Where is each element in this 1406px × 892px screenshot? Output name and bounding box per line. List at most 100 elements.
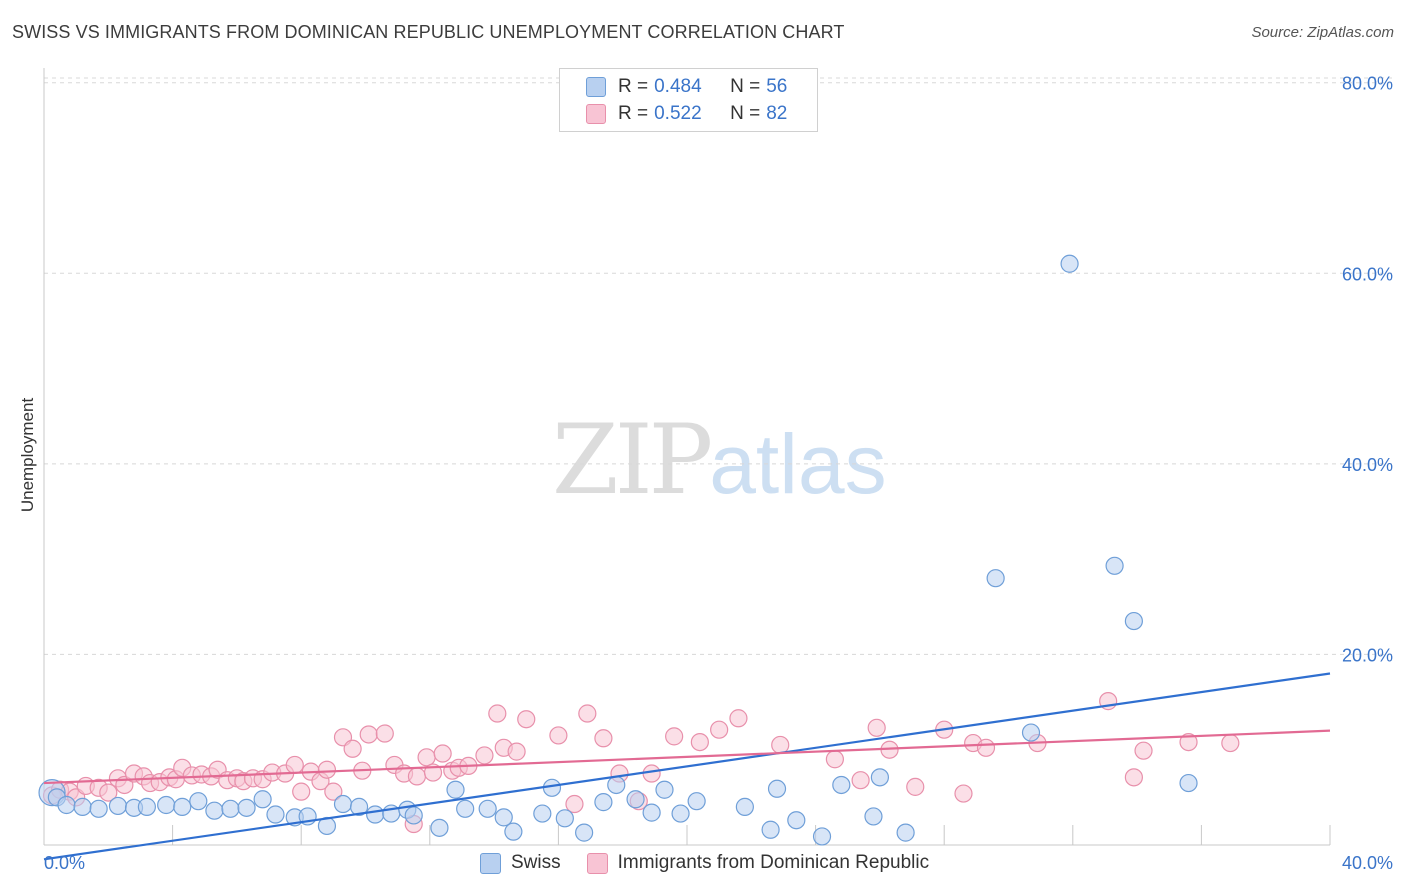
chart-title: SWISS VS IMMIGRANTS FROM DOMINICAN REPUB… (12, 22, 845, 42)
dominican-point (488, 704, 507, 723)
dominican-point (906, 777, 925, 796)
dominican-point (867, 718, 886, 737)
dominican-point (317, 760, 337, 779)
swiss-point (221, 799, 240, 818)
swiss-point (266, 805, 285, 824)
swiss-point (494, 808, 513, 827)
dominican-point (375, 724, 394, 743)
y-tick-label: 40.0% (1342, 455, 1393, 475)
dominican-point (549, 726, 568, 745)
dominican-swatch (586, 852, 608, 874)
dominican-point (1124, 768, 1143, 787)
swiss-swatch (586, 77, 606, 97)
swiss-point (575, 823, 594, 842)
dominican-point (359, 725, 378, 744)
swiss-point (404, 806, 423, 825)
dominican-point (565, 794, 584, 814)
dominican-point (976, 738, 996, 757)
swiss-point (237, 798, 256, 817)
dominican-point (642, 764, 661, 783)
swiss-point (89, 799, 108, 818)
swiss-point (655, 780, 674, 799)
legend-r-key: R = (618, 76, 649, 97)
swiss-point (333, 794, 353, 814)
swiss-point (787, 811, 806, 830)
dominican-point (407, 767, 427, 786)
swiss-points (38, 254, 1198, 846)
swiss-point (761, 820, 780, 839)
swiss-point (626, 790, 645, 809)
dominican-point (517, 710, 536, 729)
dominican-point (1221, 733, 1240, 753)
dominican-point (954, 784, 973, 803)
swiss-point (1021, 723, 1041, 742)
grid-layer (44, 77, 1392, 655)
dominican-point (285, 755, 304, 775)
dominican-point (825, 750, 844, 769)
swiss-point (57, 795, 76, 815)
swiss-point (986, 569, 1005, 588)
swiss-point (253, 790, 272, 809)
legend-r-value: 0.484 (654, 76, 702, 97)
swiss-point (870, 768, 890, 787)
tick-labels: 20.0% 40.0% 60.0% 80.0% 0.0% 40.0% (44, 74, 1393, 873)
swiss-point (832, 775, 851, 795)
swiss-point (478, 799, 497, 818)
legend-n-key: N = (730, 103, 761, 124)
swiss-point (1179, 773, 1198, 793)
dominican-point (475, 746, 494, 765)
dominican-point (594, 729, 613, 748)
swiss-point (671, 804, 690, 823)
swiss-point (349, 797, 369, 816)
swiss-point (594, 793, 613, 812)
dominican-point (324, 782, 343, 801)
legend-label-dominican: Immigrants from Dominican Republic (617, 852, 930, 873)
swiss-point (687, 792, 706, 811)
dominican-point (343, 739, 362, 758)
legend-row-dominican: R = 0.522 N = 82 (586, 102, 787, 126)
legend-item-swiss: Swiss (480, 852, 561, 874)
legend-r-value: 0.522 (654, 103, 702, 124)
trend-lines (43, 672, 1331, 861)
y-tick-label: 20.0% (1342, 645, 1393, 665)
swiss-point (366, 805, 385, 824)
dominican-point (99, 783, 118, 802)
x-tick-label: 40.0% (1342, 853, 1393, 873)
swiss-point (430, 818, 449, 837)
swiss-point (642, 803, 661, 822)
dominican-point (292, 782, 311, 801)
swiss-point (108, 796, 128, 816)
watermark-zip: ZIP (552, 404, 713, 516)
source-credit: Source: ZipAtlas.com (1251, 24, 1394, 41)
correlation-legend: R = 0.484 N = 56 R = 0.522 N = 82 (559, 68, 818, 132)
swiss-point (812, 827, 832, 846)
legend-item-dominican: Immigrants from Dominican Republic (586, 852, 930, 874)
dominican-point (729, 709, 748, 728)
dominican-point (507, 742, 526, 761)
legend-n-value: 82 (766, 103, 788, 124)
swiss-point (555, 809, 574, 828)
swiss-point (504, 822, 523, 841)
dominican-point (433, 744, 452, 763)
x-tick-label: 0.0% (44, 853, 85, 873)
swiss-trend-line (43, 672, 1331, 861)
swiss-point (205, 801, 224, 820)
dominican-point (851, 771, 870, 790)
dominican-point (578, 704, 597, 723)
swiss-point (173, 797, 192, 816)
swiss-point (446, 780, 465, 799)
swiss-point (1124, 611, 1143, 631)
swiss-point (137, 797, 156, 816)
swiss-point (767, 779, 787, 798)
legend-n-key: N = (730, 76, 761, 97)
swiss-point (73, 797, 92, 816)
dominican-point (1179, 732, 1198, 752)
dominican-point (690, 732, 709, 752)
swiss-point (735, 797, 754, 816)
series-legend: Swiss Immigrants from Dominican Republic (480, 852, 955, 874)
dominican-point (665, 727, 684, 746)
swiss-point (607, 775, 626, 795)
y-tick-label: 60.0% (1342, 264, 1393, 284)
swiss-point (1105, 556, 1124, 575)
